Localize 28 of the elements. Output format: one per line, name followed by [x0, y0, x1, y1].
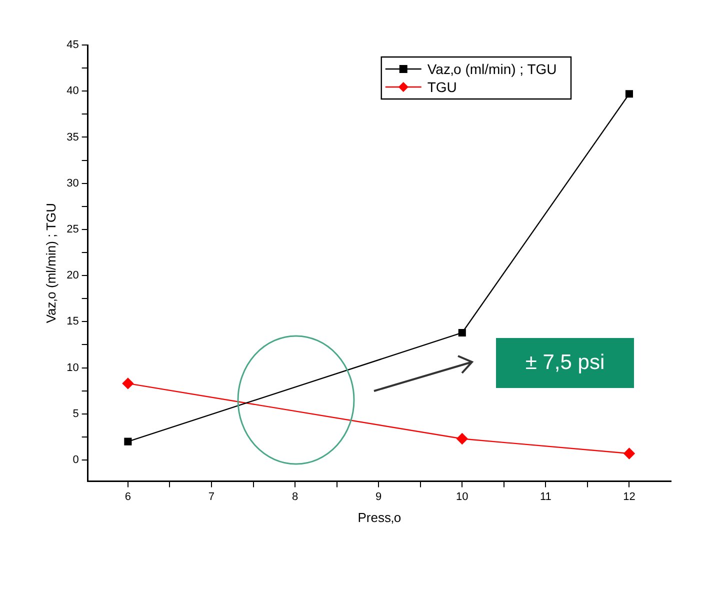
- point: [624, 448, 635, 460]
- y-tick-label: 45: [66, 39, 79, 52]
- x-tick-label: 8: [292, 490, 298, 503]
- x-tick-label: 9: [376, 490, 382, 503]
- x-tick-label: 7: [208, 490, 215, 503]
- x-tick-label: 10: [456, 490, 468, 503]
- annotation: ± 7,5 psi: [496, 338, 634, 388]
- legend-label: TGU: [427, 78, 457, 95]
- y-tick-label: 15: [66, 316, 79, 328]
- x-tick-label: 12: [623, 490, 636, 503]
- y-tick-label: 40: [66, 85, 79, 98]
- y-tick-label: 0: [72, 454, 79, 466]
- y-tick-label: 35: [66, 131, 79, 144]
- y-tick-label: 10: [66, 362, 79, 374]
- point: [122, 378, 134, 390]
- y-tick-label: 5: [72, 408, 79, 420]
- x-tick-label: 11: [540, 490, 552, 503]
- y-tick-label: 25: [66, 223, 79, 236]
- point: [124, 438, 132, 446]
- x-axis-title: Press‚o: [358, 510, 402, 525]
- point: [456, 433, 468, 444]
- legend-label: Vaz‚o (ml/min) ; TGU: [427, 60, 557, 77]
- y-tick-label: 20: [66, 270, 79, 282]
- x-tick-label: 6: [124, 490, 131, 503]
- y-tick-label: 30: [66, 177, 79, 190]
- point: [458, 328, 466, 337]
- y-axis-title: Vaz‚o (ml/min) ; TGU: [43, 203, 58, 324]
- point: [625, 90, 634, 98]
